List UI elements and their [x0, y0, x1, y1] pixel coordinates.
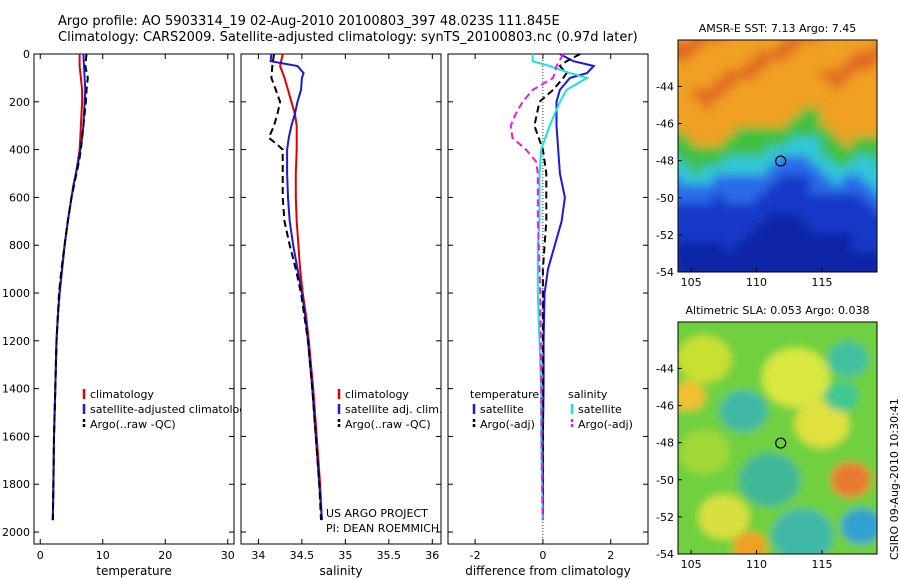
y-tick-label: 400: [9, 144, 30, 157]
map-x-tick-label: 110: [746, 558, 767, 571]
map-y-tick-label: -48: [656, 155, 674, 168]
legend-header: temperature: [470, 388, 539, 401]
map-x-tick-label: 115: [812, 558, 833, 571]
map-y-tick-label: -44: [656, 80, 674, 93]
float-position-marker: [775, 155, 787, 167]
x-axis-label: difference from climatology: [465, 564, 631, 578]
y-tick-label: 2000: [2, 526, 30, 539]
legend-entry: satellite: [480, 403, 524, 416]
map-title: AMSR-E SST: 7.13 Argo: 7.45: [699, 22, 857, 35]
credit-label: CSIRO 09-Aug-2010 10:30:41: [888, 398, 900, 560]
profile-panel-1: 0 10 20 30 0 200 400 600 800 1000 1200 1400 1600 1800…: [2, 48, 246, 578]
series-line-3: [267, 53, 322, 521]
x-tick-label: 0: [37, 549, 44, 562]
x-tick-label: 0: [539, 549, 546, 562]
map-panel-1: 105 110 115 -44 -46 -48 -50 -52 -54 AMSR-E SST: 7…: [656, 22, 878, 289]
x-tick-label: 34.5: [290, 549, 315, 562]
float-position-marker: [775, 437, 787, 449]
y-tick-label: 1200: [2, 335, 30, 348]
x-tick-label: 20: [158, 549, 172, 562]
y-tick-label: 1400: [2, 383, 30, 396]
map-x-tick-label: 105: [681, 276, 702, 289]
series-line-4: [509, 53, 565, 521]
y-tick-label: 1000: [2, 287, 30, 300]
legend-entry: climatology: [345, 388, 409, 401]
x-tick-label: 30: [221, 549, 235, 562]
map-y-tick-label: -46: [656, 400, 674, 413]
x-axis-label: salinity: [319, 564, 362, 578]
y-tick-label: 200: [9, 96, 30, 109]
profile-title: Argo profile: AO 5903314_19 02-Aug-2010 …: [58, 14, 560, 29]
series-line-2: [533, 53, 581, 521]
map-x-tick-label: 110: [746, 276, 767, 289]
map-frame: [677, 39, 878, 273]
legend-entry: Argo(-adj): [480, 418, 535, 431]
y-tick-label: 0: [23, 48, 30, 61]
x-tick-label: 10: [96, 549, 110, 562]
map-field: [678, 322, 877, 554]
legend-header: salinity: [568, 388, 608, 401]
legend-entry: climatology: [90, 388, 154, 401]
map-y-tick-label: -48: [656, 437, 674, 450]
map-y-tick-label: -52: [656, 229, 674, 242]
map-y-tick-label: -52: [656, 511, 674, 524]
map-y-tick-label: -54: [656, 266, 674, 279]
map-y-tick-label: -54: [656, 548, 674, 561]
map-y-tick-label: -50: [656, 192, 674, 205]
x-tick-label: 2: [607, 549, 614, 562]
legend-entry: satellite: [578, 403, 622, 416]
legend-entry: Argo(-adj): [578, 418, 633, 431]
map-y-tick-label: -46: [656, 118, 674, 131]
legend-entry: Argo(..raw -QC): [345, 418, 431, 431]
x-tick-label: 35.5: [377, 549, 402, 562]
legend-entry: satellite adj. clim.: [345, 403, 442, 416]
legend-entry: satellite-adjusted climatolog: [90, 403, 246, 416]
map-y-tick-label: -50: [656, 474, 674, 487]
x-tick-label: 35: [338, 549, 352, 562]
profile-panel-2: 34 34.5 35 35.5 36 salinity climatology satelli…: [240, 53, 442, 578]
x-axis-label: temperature: [96, 564, 171, 578]
y-tick-label: 800: [9, 239, 30, 252]
climatology-subtitle: Climatology: CARS2009. Satellite-adjuste…: [58, 30, 638, 45]
plot-frame: [447, 53, 649, 545]
x-tick-label: 34: [251, 549, 265, 562]
plot-frame: [240, 53, 442, 545]
y-tick-label: 1600: [2, 430, 30, 443]
series-line-2: [269, 53, 323, 521]
map-title: Altimetric SLA: 0.053 Argo: 0.038: [685, 304, 869, 317]
project-annotation: US ARGO PROJECT: [326, 507, 428, 520]
profile-panel-3: -2 0 2 difference from climatology temperatu…: [447, 53, 649, 578]
series-line-3: [51, 53, 89, 521]
map-field: [678, 40, 877, 272]
map-x-tick-label: 115: [812, 276, 833, 289]
plot-frame: [33, 53, 235, 545]
map-panel-2: 105 110 115 -44 -46 -48 -50 -52 -54 Altimetric SL…: [656, 304, 878, 571]
legend-entry: Argo(..raw -QC): [90, 418, 176, 431]
x-tick-label: -2: [470, 549, 481, 562]
map-frame: [677, 321, 878, 555]
map-y-tick-label: -44: [656, 362, 674, 375]
map-x-tick-label: 105: [681, 558, 702, 571]
project-annotation: PI: DEAN ROEMMICH: [326, 522, 439, 535]
y-tick-label: 600: [9, 191, 30, 204]
y-tick-label: 1800: [2, 478, 30, 491]
x-tick-label: 36: [425, 549, 439, 562]
